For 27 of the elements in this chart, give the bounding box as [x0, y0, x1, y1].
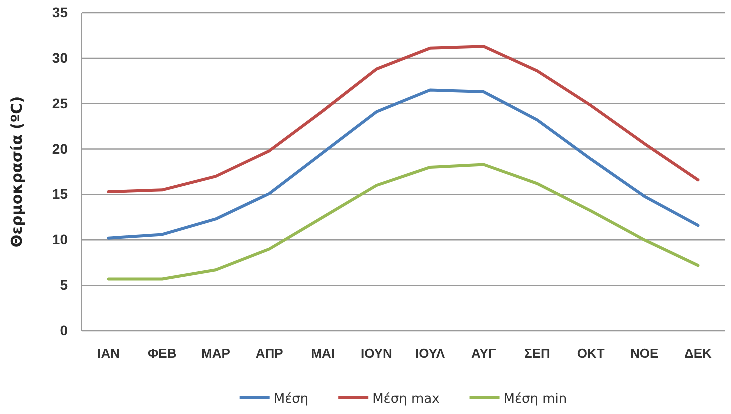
y-tick-label: 15 [52, 186, 68, 202]
line-series [107, 88, 700, 240]
legend-label: Μέση [274, 392, 309, 407]
y-tick-label: 5 [60, 277, 68, 294]
y-tick-label: 35 [52, 4, 68, 20]
y-tick-label: 0 [60, 322, 68, 338]
y-tick-label: 20 [52, 140, 68, 157]
x-tick-label: ΟΚΤ [577, 346, 605, 362]
y-tick-label: 10 [52, 232, 68, 248]
y-tick-label: 25 [52, 95, 68, 112]
x-tick-label: ΑΥΓ [472, 346, 496, 362]
legend-label: Μέση min [504, 392, 568, 407]
x-tick-label: ΑΠΡ [256, 346, 284, 362]
x-tick-label: ΙΟΥΛ [416, 346, 446, 362]
x-tick-label: ΙΟΥΝ [360, 346, 392, 362]
y-axis-title: Θερμοκρασία (ºC) [8, 96, 26, 248]
legend-label: Μέση max [372, 392, 440, 407]
y-tick-label: 30 [52, 50, 68, 66]
x-tick-label: ΦΕΒ [148, 346, 177, 362]
x-tick-label: ΜΑΙ [311, 346, 336, 362]
x-tick-label: ΔΕΚ [684, 346, 713, 362]
line-series [107, 163, 700, 281]
x-tick-label: ΙΑΝ [98, 346, 120, 362]
line-series [107, 45, 700, 194]
x-tick-label: ΜΑΡ [202, 346, 231, 362]
x-tick-label: ΣΕΠ [524, 346, 550, 362]
x-tick-label: ΝΟΕ [630, 346, 660, 362]
